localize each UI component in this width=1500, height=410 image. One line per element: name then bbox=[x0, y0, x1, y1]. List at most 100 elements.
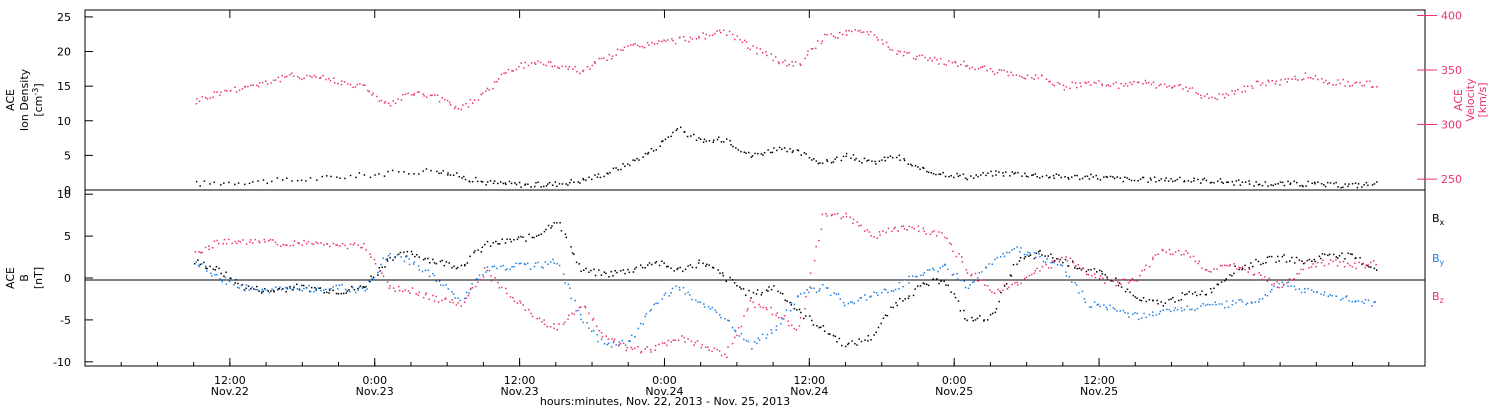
data-point bbox=[1145, 264, 1147, 267]
data-point bbox=[424, 269, 427, 272]
data-point bbox=[1335, 84, 1337, 86]
legend-label-text: B bbox=[1432, 252, 1440, 265]
data-point bbox=[368, 280, 370, 282]
data-point bbox=[509, 296, 512, 298]
data-point bbox=[891, 49, 893, 51]
data-point bbox=[982, 172, 984, 174]
data-point bbox=[845, 155, 847, 157]
data-point bbox=[647, 264, 649, 266]
data-point bbox=[658, 264, 661, 267]
data-point bbox=[670, 341, 672, 343]
data-point bbox=[580, 306, 582, 308]
data-point bbox=[847, 342, 850, 345]
data-point bbox=[616, 48, 619, 51]
data-point bbox=[1208, 270, 1210, 273]
data-point bbox=[1152, 299, 1154, 302]
bottom-tick-label: -5 bbox=[60, 314, 71, 327]
data-point bbox=[1044, 255, 1046, 257]
data-point bbox=[729, 139, 731, 142]
data-point bbox=[1081, 290, 1084, 293]
data-point bbox=[1273, 283, 1275, 285]
data-point bbox=[423, 95, 425, 97]
data-point bbox=[319, 77, 321, 79]
data-point bbox=[836, 212, 839, 215]
data-point bbox=[632, 159, 634, 161]
data-point bbox=[1261, 82, 1264, 84]
data-point bbox=[438, 280, 441, 283]
data-point bbox=[1216, 268, 1218, 270]
data-point bbox=[976, 317, 979, 320]
data-point bbox=[1338, 254, 1341, 257]
data-point bbox=[948, 175, 950, 178]
data-point bbox=[622, 163, 624, 165]
data-point bbox=[689, 36, 692, 39]
data-point bbox=[834, 335, 837, 338]
data-point bbox=[260, 292, 263, 294]
data-point bbox=[1316, 291, 1318, 293]
data-point bbox=[216, 91, 218, 93]
data-point bbox=[1101, 83, 1103, 85]
data-point bbox=[1342, 78, 1344, 81]
data-point bbox=[774, 56, 777, 58]
data-point bbox=[481, 246, 484, 248]
data-point bbox=[1258, 183, 1261, 186]
data-point bbox=[540, 233, 543, 235]
data-point bbox=[923, 230, 925, 232]
data-point bbox=[1308, 267, 1310, 269]
data-point bbox=[301, 78, 303, 81]
data-point bbox=[1101, 270, 1103, 273]
data-point bbox=[653, 303, 655, 306]
data-point bbox=[503, 72, 505, 75]
data-point bbox=[1150, 83, 1153, 86]
data-point bbox=[328, 289, 331, 292]
data-point bbox=[1105, 306, 1108, 309]
data-point bbox=[519, 302, 522, 304]
data-point bbox=[777, 61, 780, 63]
data-point bbox=[389, 104, 392, 107]
data-point bbox=[404, 93, 407, 95]
data-point bbox=[237, 182, 240, 184]
data-point bbox=[879, 234, 881, 236]
data-point bbox=[887, 156, 889, 159]
data-point bbox=[765, 289, 768, 291]
data-point bbox=[721, 272, 724, 274]
data-point bbox=[275, 286, 277, 289]
data-point bbox=[1158, 312, 1161, 315]
data-point bbox=[834, 158, 836, 160]
data-point bbox=[1181, 310, 1183, 312]
data-point bbox=[1224, 264, 1226, 267]
data-point bbox=[925, 233, 927, 235]
data-point bbox=[577, 181, 579, 183]
data-point bbox=[1158, 84, 1160, 87]
data-point bbox=[898, 154, 901, 157]
data-point bbox=[756, 47, 758, 49]
data-point bbox=[1034, 74, 1037, 76]
data-point bbox=[989, 289, 991, 291]
data-point bbox=[332, 286, 335, 288]
data-point bbox=[1322, 81, 1325, 84]
data-point bbox=[410, 250, 413, 253]
data-point bbox=[1087, 273, 1090, 276]
data-point bbox=[824, 33, 826, 36]
data-point bbox=[1361, 301, 1363, 303]
data-point bbox=[835, 293, 838, 295]
data-point bbox=[244, 183, 246, 186]
data-point bbox=[437, 301, 440, 303]
data-point bbox=[1027, 176, 1029, 178]
data-point bbox=[711, 306, 714, 309]
data-point bbox=[1144, 79, 1147, 82]
data-point bbox=[1253, 273, 1256, 275]
data-point bbox=[606, 59, 608, 62]
data-point bbox=[1020, 282, 1022, 285]
data-point bbox=[922, 166, 924, 169]
data-point bbox=[568, 314, 570, 317]
data-point bbox=[981, 66, 984, 68]
data-point bbox=[264, 288, 266, 291]
data-point bbox=[1231, 180, 1234, 183]
top-right-tick-label: 250 bbox=[1441, 173, 1462, 186]
data-point bbox=[803, 317, 805, 320]
data-point bbox=[369, 280, 371, 283]
data-point bbox=[629, 164, 631, 167]
data-point bbox=[679, 36, 681, 39]
data-point bbox=[234, 86, 236, 88]
